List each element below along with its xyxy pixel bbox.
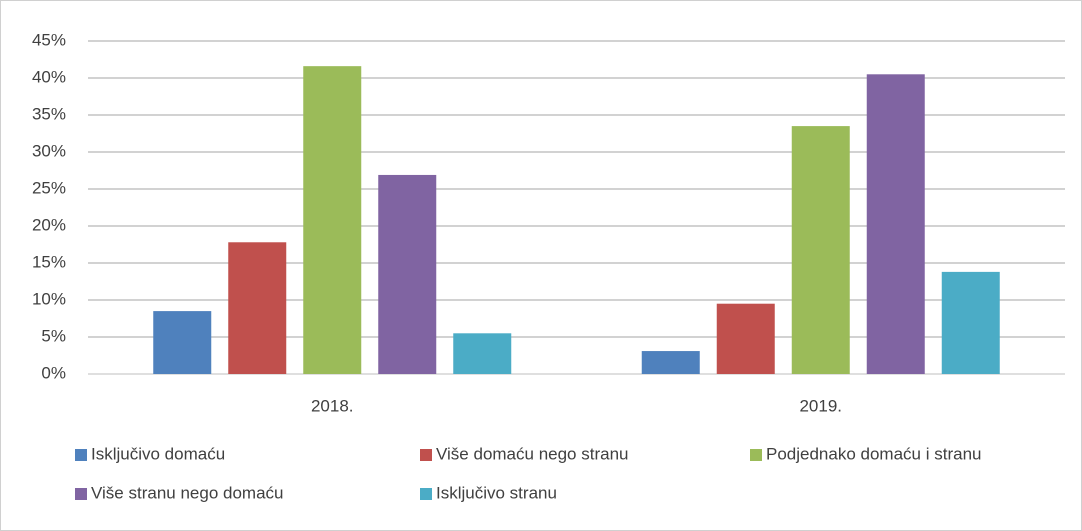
bar xyxy=(453,333,512,374)
bar xyxy=(228,242,287,374)
x-tick-label: 2018. xyxy=(311,396,354,415)
bar xyxy=(941,271,1000,374)
y-tick-label: 25% xyxy=(32,178,66,197)
y-tick-label: 40% xyxy=(32,67,66,86)
y-tick-label: 30% xyxy=(32,141,66,160)
y-tick-label: 0% xyxy=(41,363,66,382)
legend-label: Podjednako domaću i stranu xyxy=(766,444,981,463)
legend-label: Isključivo domaću xyxy=(91,444,225,463)
bar xyxy=(791,126,850,374)
x-tick-label: 2019. xyxy=(799,396,842,415)
bar xyxy=(716,303,775,374)
legend-swatch xyxy=(750,449,762,461)
bar xyxy=(153,311,212,374)
legend-swatch xyxy=(75,449,87,461)
y-tick-label: 35% xyxy=(32,104,66,123)
bar xyxy=(303,66,362,374)
legend-swatch xyxy=(420,488,432,500)
y-tick-label: 15% xyxy=(32,252,66,271)
y-tick-label: 5% xyxy=(41,326,66,345)
legend-swatch xyxy=(420,449,432,461)
y-tick-label: 20% xyxy=(32,215,66,234)
bar xyxy=(641,351,700,374)
y-tick-label: 10% xyxy=(32,289,66,308)
bar xyxy=(866,74,925,375)
y-tick-label: 45% xyxy=(32,30,66,49)
legend-label: Više domaću nego stranu xyxy=(436,444,628,463)
legend-label: Isključivo stranu xyxy=(436,483,557,502)
legend-label: Više stranu nego domaću xyxy=(91,483,283,502)
legend-swatch xyxy=(75,488,87,500)
bar xyxy=(378,174,437,374)
